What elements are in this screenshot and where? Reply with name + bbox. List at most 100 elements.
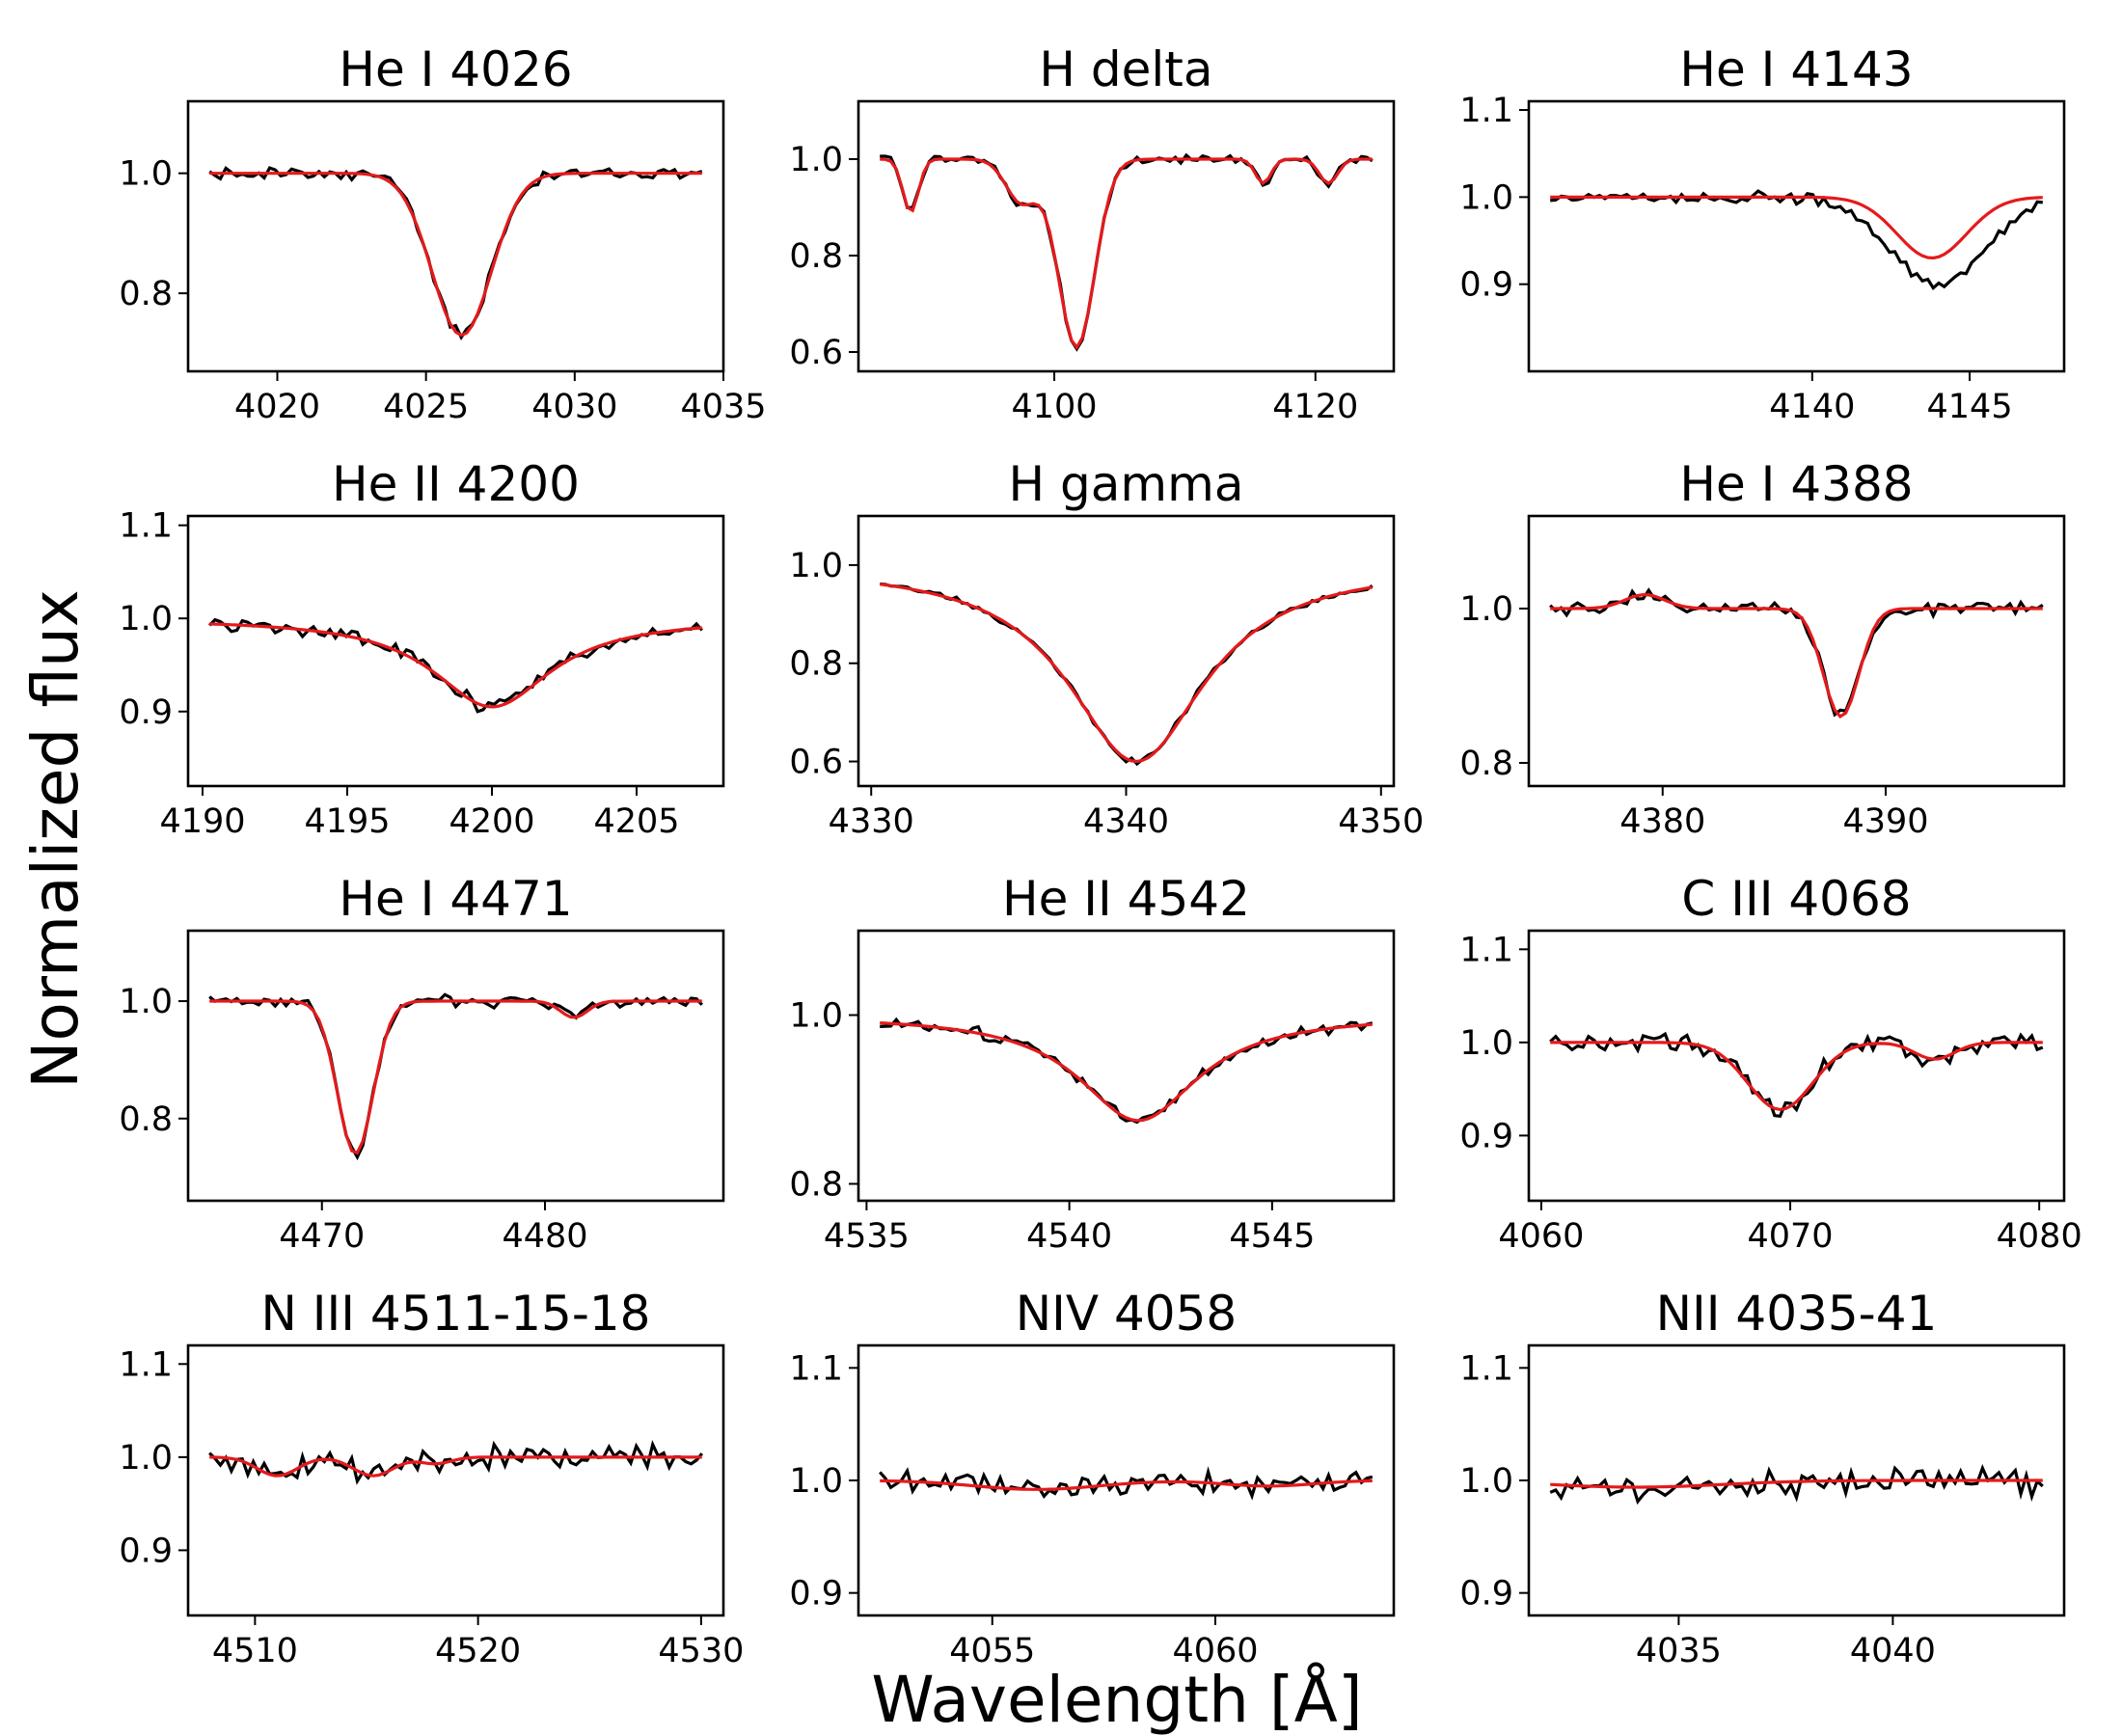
plot-frame — [186, 99, 725, 373]
y-tick-label: 0.9 — [1459, 266, 1513, 305]
y-tick-label: 1.0 — [119, 1439, 173, 1478]
x-tick-label: 4145 — [1927, 388, 2013, 426]
x-tick-label: 4035 — [680, 388, 766, 426]
plot-frame — [1527, 514, 2066, 788]
model-spectrum-line — [1550, 1478, 2043, 1489]
panel-title: N III 4511-15-18 — [260, 1286, 650, 1342]
x-tick-label: 4025 — [383, 388, 469, 426]
model-spectrum-line — [1550, 1041, 2043, 1112]
y-tick-label: 0.8 — [119, 1100, 173, 1139]
panel-title: He II 4200 — [332, 456, 580, 512]
y-tick-label: 1.0 — [789, 547, 843, 585]
panel-title: He II 4542 — [1002, 871, 1250, 927]
y-tick-label: 0.6 — [789, 334, 843, 372]
x-tick-label: 4020 — [234, 388, 320, 426]
plot-frame — [1527, 929, 2066, 1203]
model-spectrum-line — [1550, 592, 2043, 719]
panel-title: He I 4388 — [1679, 456, 1913, 512]
x-tick-label: 4080 — [1997, 1217, 2082, 1256]
panel-9: C III 4068 4060 4070 4080 0.9 1.0 1.1 — [1459, 871, 2081, 1256]
model-spectrum-line — [1550, 195, 2043, 260]
panel-title: He I 4471 — [339, 871, 572, 927]
observed-spectrum-line — [1549, 1464, 2044, 1505]
y-tick-label: 0.9 — [789, 1575, 843, 1614]
y-tick-label: 1.0 — [1459, 178, 1513, 217]
y-tick-label: 0.8 — [119, 275, 173, 313]
y-tick-label: 0.9 — [119, 1532, 173, 1570]
model-spectrum-line — [879, 583, 1374, 764]
x-tick-label: 4035 — [1636, 1632, 1722, 1670]
panel-title: H gamma — [1009, 456, 1244, 512]
panel-title: H delta — [1039, 41, 1212, 97]
model-spectrum-line — [209, 999, 702, 1155]
x-tick-label: 4540 — [1026, 1217, 1112, 1256]
x-tick-label: 4055 — [949, 1632, 1035, 1670]
observed-spectrum-line — [208, 1440, 704, 1485]
y-tick-label: 1.0 — [789, 997, 843, 1036]
y-tick-label: 1.1 — [119, 1345, 173, 1384]
observed-spectrum-line — [208, 165, 703, 340]
model-spectrum-line — [880, 157, 1373, 350]
x-tick-label: 4330 — [829, 802, 914, 841]
plot-frame — [186, 929, 725, 1203]
plot-frame — [186, 514, 725, 788]
panel-7: He I 4471 4470 4480 0.8 1.0 — [119, 871, 725, 1256]
y-tick-label: 1.1 — [1459, 1349, 1513, 1388]
panel-4: He II 4200 4190 4195 4200 4205 0.9 1.0 1.1 — [119, 456, 725, 841]
x-tick-label: 4340 — [1083, 802, 1169, 841]
observed-spectrum-line — [880, 582, 1374, 767]
panel-1: He I 4026 4020 4025 4030 4035 0.8 1.0 — [119, 41, 766, 426]
observed-spectrum-line — [208, 617, 704, 714]
model-spectrum-line — [209, 172, 702, 338]
x-tick-label: 4190 — [159, 802, 245, 841]
x-tick-label: 4200 — [449, 802, 534, 841]
panel-6: He I 4388 4380 4390 0.8 1.0 — [1459, 456, 2066, 841]
plot-frame — [186, 1343, 725, 1617]
x-tick-label: 4350 — [1338, 802, 1424, 841]
x-tick-label: 4530 — [658, 1632, 744, 1670]
panel-12: NII 4035-41 4035 4040 0.9 1.0 1.1 — [1459, 1286, 2066, 1670]
y-tick-label: 0.8 — [789, 645, 843, 684]
x-tick-label: 4195 — [304, 802, 390, 841]
y-tick-label: 1.1 — [1459, 931, 1513, 969]
y-tick-label: 1.0 — [789, 1462, 843, 1501]
y-tick-label: 1.0 — [119, 983, 173, 1021]
x-tick-label: 4545 — [1229, 1217, 1315, 1256]
panel-title: NIV 4058 — [1016, 1286, 1238, 1342]
model-spectrum-line — [209, 1455, 702, 1478]
y-tick-label: 0.6 — [789, 744, 843, 782]
y-tick-label: 1.0 — [119, 600, 173, 638]
model-spectrum-line — [209, 622, 702, 709]
y-tick-label: 1.0 — [1459, 1024, 1513, 1063]
panel-8: He II 4542 4535 4540 4545 0.8 1.0 — [789, 871, 1396, 1256]
y-tick-label: 0.9 — [1459, 1575, 1513, 1614]
x-tick-label: 4205 — [593, 802, 679, 841]
observed-spectrum-line — [208, 992, 703, 1161]
y-axis-label: Normalized flux — [18, 589, 93, 1089]
plot-frame — [857, 514, 1396, 788]
y-tick-label: 1.1 — [789, 1349, 843, 1388]
x-tick-label: 4060 — [1498, 1217, 1584, 1256]
plot-frame — [1527, 99, 2066, 373]
observed-spectrum-line — [879, 1466, 1374, 1501]
plot-frame — [857, 1343, 1396, 1617]
panel-title: C III 4068 — [1681, 871, 1911, 927]
panel-title: He I 4143 — [1679, 41, 1913, 97]
panel-10: N III 4511-15-18 4510 4520 4530 0.9 1.0 1.1 — [119, 1286, 744, 1670]
panels: He I 4026 4020 4025 4030 4035 0.8 1.0 H delta 41… — [119, 41, 2081, 1670]
y-tick-label: 1.1 — [119, 507, 173, 546]
model-spectrum-line — [880, 1021, 1373, 1123]
x-tick-label: 4480 — [502, 1217, 587, 1256]
x-tick-label: 4070 — [1748, 1217, 1834, 1256]
plot-frame — [857, 99, 1396, 373]
x-tick-label: 4100 — [1012, 388, 1098, 426]
x-tick-label: 4390 — [1842, 802, 1928, 841]
y-tick-label: 1.0 — [789, 141, 843, 179]
y-tick-label: 1.0 — [1459, 590, 1513, 629]
x-tick-label: 4120 — [1272, 388, 1358, 426]
observed-spectrum-line — [880, 1017, 1374, 1125]
panel-2: H delta 4100 4120 0.6 0.8 1.0 — [789, 41, 1396, 426]
x-tick-label: 4520 — [435, 1632, 521, 1670]
y-tick-label: 0.8 — [789, 1166, 843, 1205]
